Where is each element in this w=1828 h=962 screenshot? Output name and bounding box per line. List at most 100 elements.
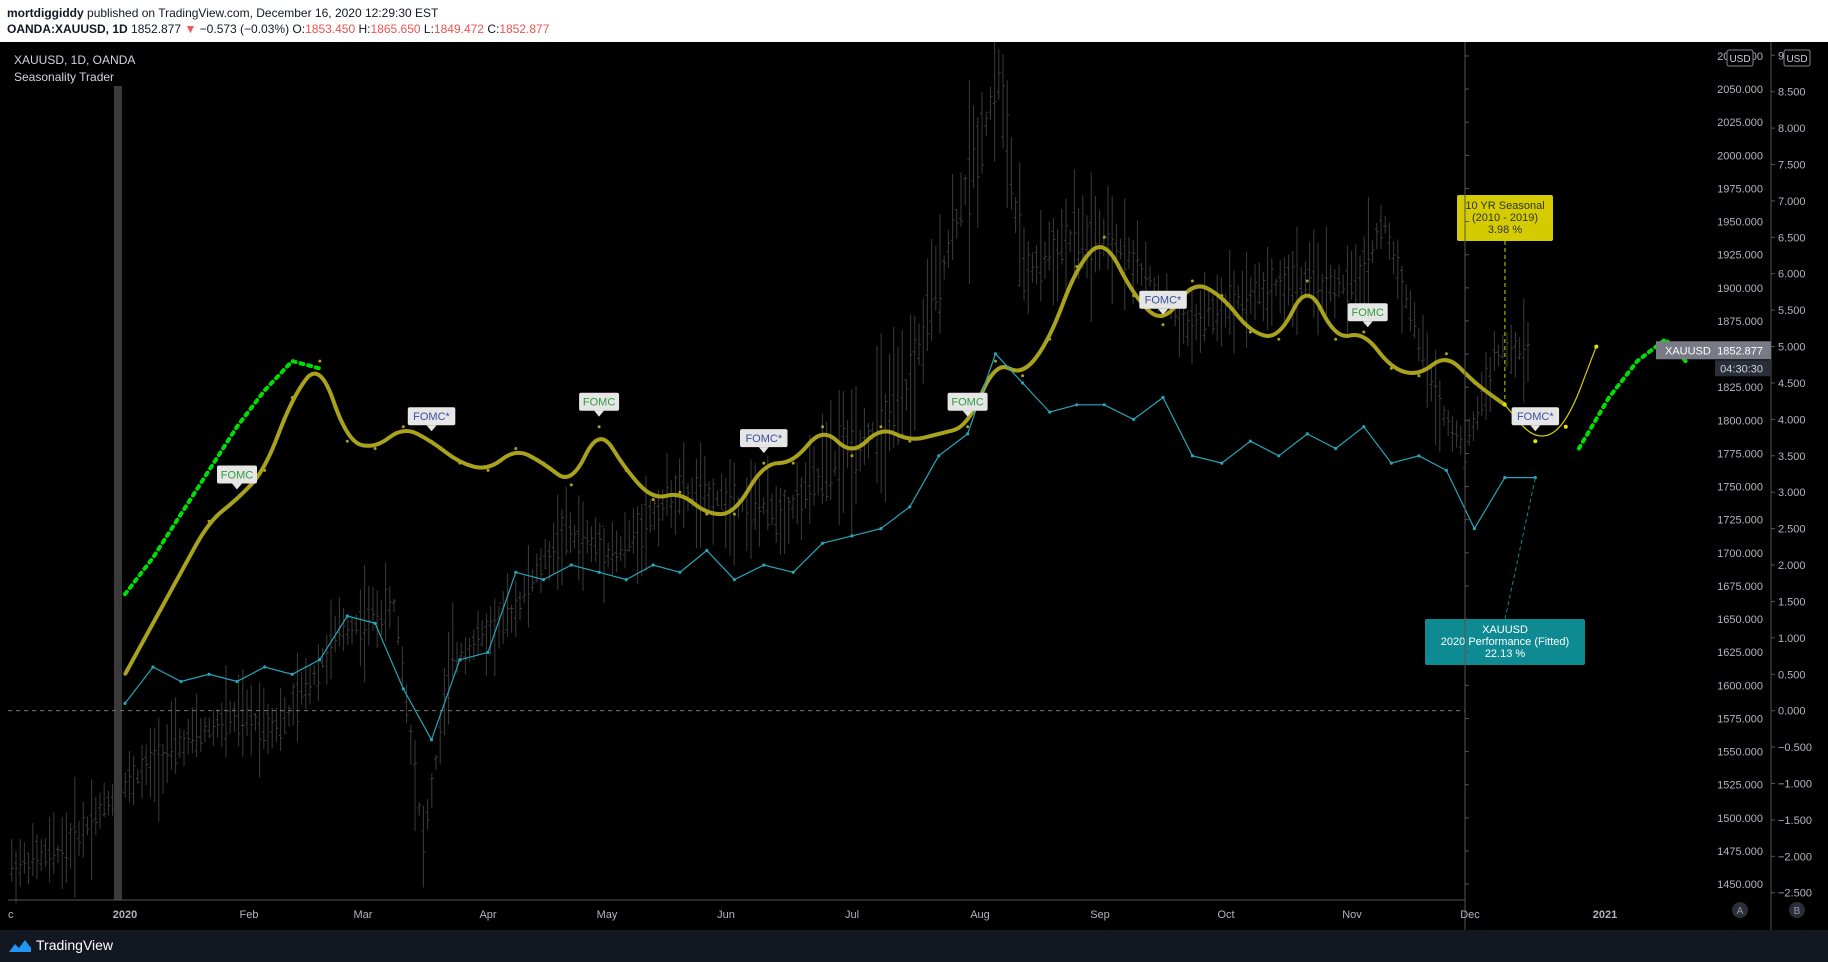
auto-scale-button[interactable]: A [1732, 902, 1748, 918]
chart-canvas[interactable]: FOMC FOMC* FOMC FOMC* FOMC FOMC* FOMC FOMC* 10 … [0, 42, 1828, 930]
seasonal-point [1334, 337, 1338, 341]
price-badge-symbol: XAUUSD [1665, 345, 1711, 357]
usd-button-right[interactable]: USD [1783, 49, 1811, 67]
log-scale-button[interactable]: B [1789, 902, 1805, 918]
percent-tick-label: 1.500 [1778, 596, 1806, 608]
seasonal-point [569, 483, 573, 487]
fomc-marker-pointer [594, 410, 605, 417]
performance-point [486, 650, 490, 655]
x-tick-label: Oct [1217, 909, 1234, 921]
symbol-line: OANDA:XAUUSD, 1D [7, 22, 128, 36]
open-value: 1853.450 [305, 22, 356, 36]
fomc-marker: FOMC [1347, 303, 1388, 328]
price-tick-label: 1675.000 [1717, 581, 1763, 593]
performance-point [458, 658, 462, 662]
seasonal-point [1048, 337, 1052, 341]
x-tick-label: Feb [240, 909, 259, 921]
performance-point [1362, 425, 1366, 429]
fomc-marker: FOMC [579, 392, 620, 417]
performance-point [705, 548, 709, 553]
price-tick-label: 1775.000 [1717, 448, 1763, 460]
low-value: 1849.472 [433, 22, 484, 36]
performance-point [1444, 468, 1448, 472]
price-tick-label: 1725.000 [1717, 515, 1763, 527]
close-value: 1852.877 [499, 22, 550, 36]
percent-tick-label: 7.000 [1778, 196, 1806, 208]
countdown-text: 04:30:30 [1720, 363, 1763, 375]
seasonal-label: 10 YR Seasonal(2010 - 2019)3.98 % [1457, 195, 1553, 405]
fomc-label: FOMC [221, 470, 253, 482]
x-tick-label: Nov [1342, 909, 1362, 921]
x-tick-label: Sep [1090, 909, 1110, 921]
performance-point [1102, 403, 1106, 407]
fomc-marker-box [740, 429, 788, 448]
seasonal-point [791, 461, 795, 465]
fomc-marker: FOMC* [740, 429, 788, 454]
x-tick-label: c [8, 909, 14, 921]
performance-point [1417, 454, 1421, 458]
seasonal-point [1190, 279, 1194, 283]
seasonal-point [290, 396, 294, 399]
author-name[interactable]: mortdiggiddy [7, 6, 84, 20]
fomc-marker: FOMC* [1511, 407, 1560, 432]
seasonal-point [318, 359, 322, 363]
fomc-label: FOMC [583, 397, 615, 409]
percent-tick-label: 2.000 [1778, 560, 1806, 572]
x-tick-label: Mar [354, 909, 373, 921]
fomc-marker-pointer [1158, 308, 1168, 315]
performance-point [541, 578, 546, 582]
performance-point [762, 563, 766, 567]
fomc-marker: FOMC [947, 392, 988, 417]
close-label: C: [487, 22, 500, 36]
seasonal-point [994, 359, 997, 363]
price-tick-label: 2050.000 [1717, 84, 1763, 96]
seasonal-point [1305, 279, 1309, 283]
x-tick-label: Jun [717, 909, 735, 921]
fomc-marker-box [217, 465, 257, 484]
seasonal-point [1220, 294, 1224, 298]
performance-point [569, 563, 573, 567]
usd-button-left[interactable]: USD [1726, 49, 1754, 67]
usd-button-left-box [1726, 49, 1754, 67]
seasonal-label-box [1457, 195, 1553, 241]
percent-tick-label: 2.500 [1778, 524, 1806, 536]
seasonal-point [597, 425, 601, 429]
percent-tick-label: 4.500 [1778, 378, 1806, 390]
performance-label-line: 2020 Performance (Fitted) [1441, 636, 1569, 648]
usd-button-right-text: USD [1786, 54, 1807, 65]
seasonal-label-line: 10 YR Seasonal [1465, 200, 1544, 212]
performance-point [1075, 403, 1079, 407]
seasonal-forecast-point [1563, 424, 1568, 429]
performance-point [850, 534, 854, 538]
performance-point [429, 738, 434, 742]
fomc-marker-box [947, 392, 988, 411]
performance-point [993, 352, 998, 356]
seasonal-point [1389, 366, 1393, 370]
percent-tick-label: 6.500 [1778, 232, 1806, 244]
performance-point [1248, 439, 1252, 443]
price-tick-label: 1575.000 [1717, 713, 1763, 725]
performance-point [1048, 410, 1052, 414]
low-label: L: [423, 22, 434, 36]
price-tick-label: 1625.000 [1717, 647, 1763, 659]
seasonal-label-line: (2010 - 2019) [1472, 212, 1538, 224]
seasonal-point [732, 512, 736, 516]
performance-point [290, 672, 294, 676]
seasonal-point [1021, 374, 1025, 378]
fomc-marker: FOMC* [407, 407, 456, 432]
seasonal-point [514, 447, 518, 450]
performance-point [514, 570, 518, 574]
seasonal-point [678, 490, 682, 494]
percent-tick-label: 1.000 [1778, 633, 1806, 645]
performance-point [624, 578, 628, 582]
performance-point [1190, 454, 1194, 458]
seasonal-point [705, 512, 709, 516]
seasonal-point [486, 468, 490, 472]
percent-tick-label: 3.000 [1778, 487, 1806, 499]
seasonal-point [1161, 323, 1165, 327]
fomc-label: FOMC* [745, 433, 782, 445]
tradingview-logo[interactable]: TradingView [8, 937, 113, 954]
fomc-marker-pointer [426, 425, 437, 432]
performance-point [651, 563, 655, 567]
performance-label-leader [1504, 477, 1536, 620]
